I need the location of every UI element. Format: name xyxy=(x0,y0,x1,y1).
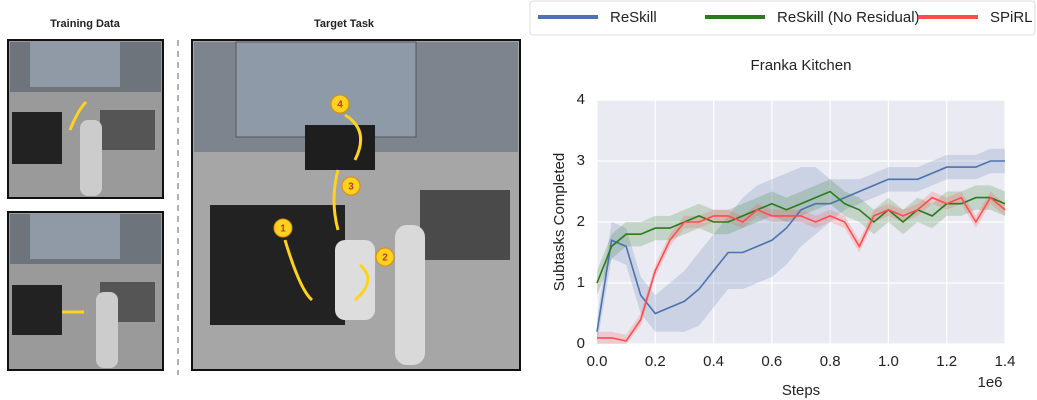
y-tick-label: 3 xyxy=(577,152,585,169)
x-tick-label: 1.2 xyxy=(936,353,957,370)
x-tick-label: 1.4 xyxy=(995,353,1016,370)
legend-label: ReSkill (No Residual) xyxy=(777,9,920,26)
y-tick-label: 1 xyxy=(577,274,585,291)
x-axis-label: Steps xyxy=(782,382,820,399)
panel-label: Target Task xyxy=(314,18,375,30)
x-offset-label: 1e6 xyxy=(977,374,1002,391)
step-marker: 4 xyxy=(337,100,343,111)
step-marker: 2 xyxy=(382,253,388,264)
x-tick-label: 1.0 xyxy=(878,353,899,370)
legend-label: ReSkill xyxy=(610,9,657,26)
y-axis-label: Subtasks Completed xyxy=(551,153,568,291)
step-marker: 1 xyxy=(280,224,286,235)
x-tick-label: 0.8 xyxy=(820,353,841,370)
panel-label: Training Data xyxy=(50,18,121,30)
figure: Training Data Target Task xyxy=(0,0,1037,400)
y-tick-label: 2 xyxy=(577,213,585,230)
x-tick-label: 0.6 xyxy=(761,353,782,370)
x-tick-label: 0.2 xyxy=(645,353,666,370)
step-marker: 3 xyxy=(348,182,354,193)
x-tick-label: 0.4 xyxy=(703,353,724,370)
training-image xyxy=(8,40,163,198)
y-tick-label: 0 xyxy=(577,335,585,352)
target-image: 1 2 3 4 xyxy=(192,40,520,370)
legend-label: SPiRL xyxy=(990,9,1033,26)
chart-title: Franka Kitchen xyxy=(751,57,852,74)
training-image xyxy=(8,212,163,370)
x-tick-label: 0.0 xyxy=(587,353,608,370)
y-tick-label: 4 xyxy=(577,91,585,108)
